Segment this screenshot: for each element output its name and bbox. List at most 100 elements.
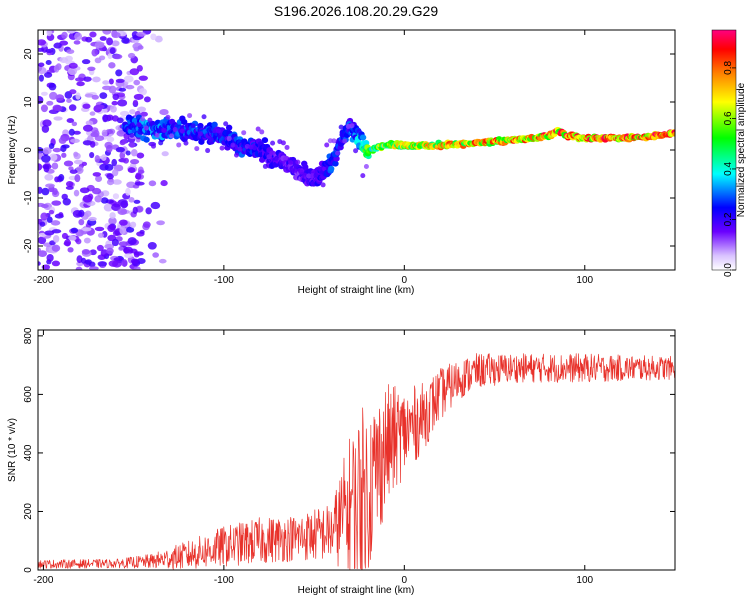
noise-blob bbox=[45, 60, 52, 65]
noise-blob bbox=[129, 68, 140, 76]
noise-blob bbox=[59, 40, 69, 46]
noise-blob bbox=[128, 196, 135, 203]
noise-blob bbox=[88, 216, 97, 222]
noise-blob bbox=[68, 104, 77, 112]
halo-blob bbox=[147, 117, 153, 123]
noise-blob bbox=[38, 95, 44, 104]
spectrogram-blobs bbox=[38, 30, 675, 270]
y-tick-label: 10 bbox=[23, 96, 34, 108]
noise-blob bbox=[94, 226, 105, 232]
halo-blob bbox=[172, 127, 178, 133]
x-tick-label: -200 bbox=[33, 275, 53, 286]
noise-blob bbox=[124, 253, 134, 259]
y-tick-label: 800 bbox=[23, 327, 34, 344]
noise-blob bbox=[111, 158, 118, 167]
ridge-blob bbox=[211, 121, 218, 128]
halo-blob bbox=[223, 121, 229, 127]
halo-blob bbox=[360, 173, 366, 179]
noise-blob bbox=[38, 146, 44, 155]
halo-blob bbox=[136, 122, 142, 128]
noise-blob bbox=[51, 244, 61, 252]
noise-blob bbox=[140, 111, 148, 117]
noise-blob bbox=[65, 180, 74, 187]
halo-blob bbox=[266, 154, 272, 160]
ridge-blob bbox=[225, 124, 233, 131]
noise-blob bbox=[66, 30, 76, 34]
noise-blob bbox=[78, 218, 85, 226]
noise-blob bbox=[79, 187, 90, 194]
halo-blob bbox=[288, 160, 294, 166]
noise-blob bbox=[129, 142, 136, 148]
halo-blob bbox=[335, 150, 341, 156]
noise-blob bbox=[156, 220, 165, 226]
noise-blob bbox=[75, 266, 83, 270]
noise-blob bbox=[81, 249, 91, 255]
noise-blob bbox=[108, 62, 116, 69]
noise-blob bbox=[108, 85, 117, 94]
x-tick-label: -200 bbox=[33, 575, 53, 586]
noise-blob bbox=[44, 174, 54, 181]
noise-blob bbox=[136, 257, 146, 264]
noise-blob bbox=[82, 194, 93, 203]
noise-blob bbox=[132, 184, 140, 189]
noise-blob bbox=[67, 247, 74, 253]
noise-blob bbox=[88, 266, 99, 270]
noise-blob bbox=[38, 47, 45, 52]
noise-blob bbox=[129, 221, 137, 228]
noise-blob bbox=[109, 47, 116, 55]
ridge-blob bbox=[327, 165, 335, 172]
noise-blob bbox=[139, 229, 145, 234]
noise-blob bbox=[82, 103, 91, 109]
noise-blob bbox=[94, 104, 105, 110]
noise-blob bbox=[46, 253, 54, 262]
noise-blob bbox=[70, 227, 79, 234]
noise-blob bbox=[136, 152, 145, 159]
noise-blob bbox=[51, 162, 59, 170]
noise-blob bbox=[62, 198, 71, 206]
noise-blob bbox=[78, 209, 85, 218]
spectrogram-x-ticks: -200 -100 0 100 bbox=[33, 30, 594, 286]
x-tick-label: 0 bbox=[402, 275, 408, 286]
y-tick-label: 0 bbox=[23, 147, 34, 153]
halo-blob bbox=[324, 142, 330, 148]
halo-blob bbox=[237, 146, 243, 152]
noise-blob bbox=[147, 241, 157, 250]
noise-blob bbox=[94, 41, 105, 46]
noise-blob bbox=[130, 149, 138, 157]
noise-blob bbox=[117, 99, 128, 107]
chart-title: S196.2026.108.20.29.G29 bbox=[274, 3, 438, 19]
noise-blob bbox=[111, 40, 120, 47]
noise-blob bbox=[95, 175, 103, 182]
noise-blob bbox=[91, 48, 98, 57]
noise-blob bbox=[52, 188, 58, 195]
halo-blob bbox=[270, 140, 276, 146]
spectrogram-y-axis-label: Frequency (Hz) bbox=[7, 116, 18, 185]
halo-blob bbox=[129, 132, 135, 138]
snr-panel: -200 -100 0 100 0 200 400 600 800 Height of str… bbox=[7, 327, 676, 596]
snr-x-axis-label: Height of straight line (km) bbox=[298, 585, 415, 596]
noise-blob bbox=[65, 185, 74, 190]
noise-blob bbox=[85, 36, 93, 43]
halo-blob bbox=[241, 130, 247, 136]
halo-blob bbox=[212, 128, 218, 134]
noise-blob bbox=[101, 129, 108, 137]
ridge-blob bbox=[261, 137, 269, 144]
noise-blob bbox=[104, 163, 114, 171]
ridge-blob bbox=[332, 160, 339, 167]
noise-blob bbox=[127, 237, 137, 245]
noise-blob bbox=[45, 183, 55, 188]
noise-blob bbox=[73, 189, 80, 197]
noise-blob bbox=[106, 173, 114, 180]
halo-blob bbox=[150, 143, 156, 149]
noise-blob bbox=[115, 78, 125, 83]
noise-blob bbox=[55, 63, 62, 71]
halo-blob bbox=[140, 116, 146, 122]
noise-blob bbox=[105, 144, 113, 153]
noise-blob bbox=[111, 238, 119, 247]
noise-blob bbox=[100, 197, 109, 204]
halo-blob bbox=[215, 128, 221, 134]
noise-blob bbox=[40, 212, 48, 221]
noise-blob bbox=[84, 210, 92, 218]
noise-blob bbox=[111, 203, 121, 212]
y-tick-label: 20 bbox=[23, 48, 34, 60]
